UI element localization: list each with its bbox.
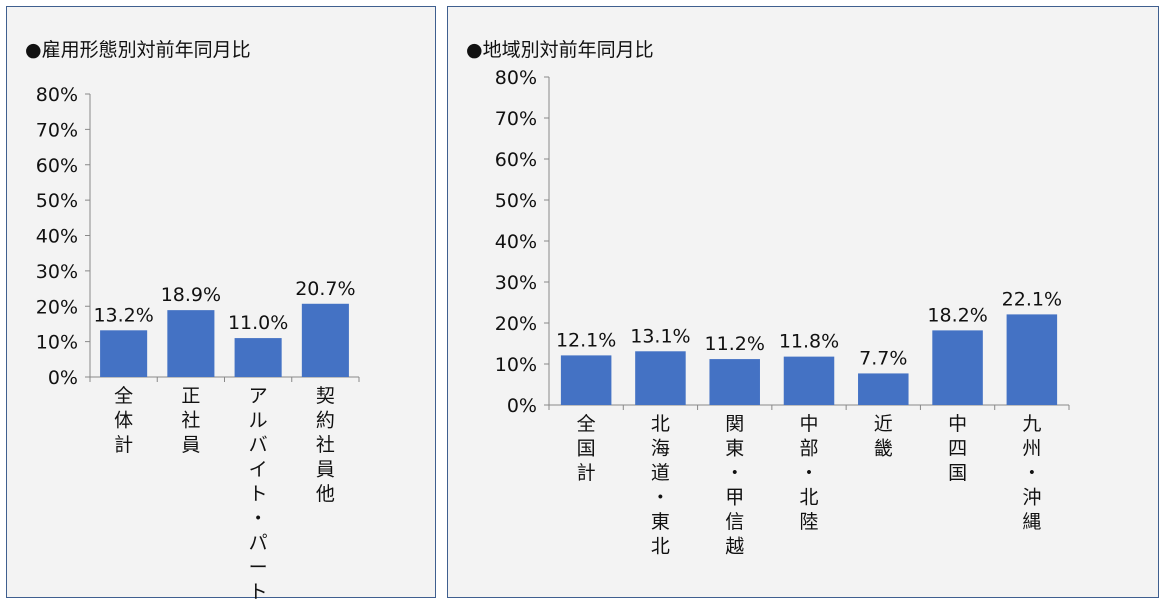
bar	[932, 330, 983, 405]
category-label: 中部・北陸	[799, 413, 818, 533]
bar	[858, 373, 909, 405]
data-label: 18.9%	[161, 284, 221, 306]
bar	[783, 356, 835, 405]
y-tick-label: 70%	[495, 108, 537, 130]
category-label: 近畿	[874, 413, 893, 460]
y-tick-label: 10%	[36, 332, 78, 354]
chart-title: ●雇用形態別対前年同月比	[25, 39, 251, 61]
data-label: 11.0%	[228, 312, 288, 334]
bar	[100, 330, 148, 377]
y-tick-label: 50%	[36, 190, 78, 212]
y-tick-label: 30%	[495, 272, 537, 294]
y-tick-label: 80%	[36, 84, 78, 106]
bar	[1006, 314, 1058, 405]
y-tick-label: 70%	[36, 119, 78, 141]
data-label: 22.1%	[1002, 288, 1062, 310]
employment-type-chart: ●雇用形態別対前年同月比 0% 10% 20% 30% 40% 50% 60% 70% 80% 1…	[6, 6, 436, 599]
y-tick-label: 10%	[495, 354, 537, 376]
bar	[301, 303, 349, 377]
y-tick-label: 20%	[36, 296, 78, 318]
chart-title: ●地域別対前年同月比	[466, 39, 654, 61]
bar	[167, 310, 215, 377]
data-label: 13.1%	[630, 325, 690, 347]
bar	[709, 359, 760, 405]
category-label: 九州・沖縄	[1022, 413, 1041, 533]
category-label: アルバイト・パート	[249, 385, 268, 599]
data-label: 18.2%	[927, 304, 987, 326]
y-tick-label: 60%	[36, 155, 78, 177]
y-tick-label: 0%	[507, 395, 537, 417]
region-plot: 0% 10% 20% 30% 40% 50% 60% 70% 80% 12.1% 全国計 13.1% 北…	[495, 67, 1070, 558]
y-tick-label: 30%	[36, 261, 78, 283]
y-tick-label: 80%	[495, 67, 537, 89]
category-label: 全体計	[114, 385, 133, 456]
bar	[234, 338, 282, 377]
category-label: 関東・甲信越	[725, 413, 744, 558]
category-label: 中四国	[948, 413, 967, 484]
category-label: 北海道・東北	[651, 413, 670, 558]
y-tick-label: 40%	[495, 231, 537, 253]
category-label: 正社員	[181, 385, 200, 456]
y-tick-label: 20%	[495, 313, 537, 335]
category-label: 契約社員他	[316, 385, 335, 505]
data-label: 7.7%	[859, 347, 907, 369]
data-label: 11.8%	[779, 331, 839, 353]
y-tick-label: 0%	[48, 367, 78, 389]
region-chart: ●地域別対前年同月比 0% 10% 20% 30% 40% 50% 60% 70% 80% 12.…	[447, 6, 1159, 598]
employment-type-plot: 0% 10% 20% 30% 40% 50% 60% 70% 80% 13.2% 全体計 18.9% 正…	[36, 84, 360, 599]
data-label: 20.7%	[295, 278, 355, 300]
category-label: 全国計	[577, 413, 596, 484]
data-label: 11.2%	[705, 333, 765, 355]
bar	[560, 355, 612, 405]
data-label: 12.1%	[556, 329, 616, 351]
bar	[635, 351, 686, 405]
y-tick-label: 40%	[36, 226, 78, 248]
y-tick-label: 60%	[495, 149, 537, 171]
y-tick-label: 50%	[495, 190, 537, 212]
data-label: 13.2%	[93, 304, 153, 326]
